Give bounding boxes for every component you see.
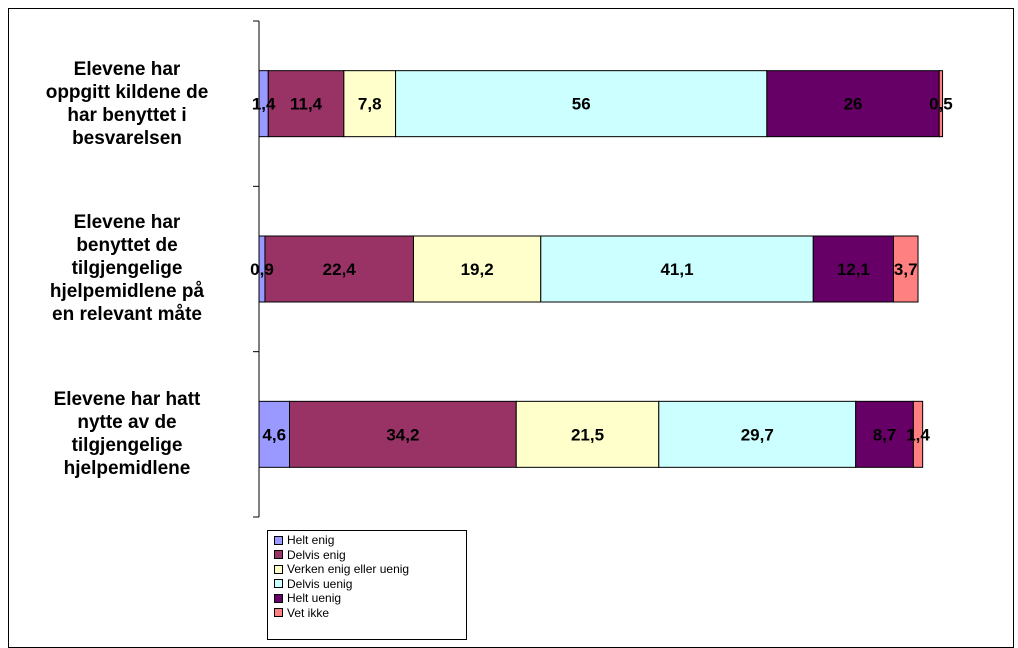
category-label: Elevene har oppgitt kildene de har benyt…	[12, 21, 242, 186]
data-label: 0,5	[929, 95, 953, 114]
legend-swatch	[274, 579, 283, 589]
legend-swatch	[274, 593, 283, 603]
legend-label: Helt enig	[287, 533, 335, 548]
category-label-text: Elevene har benyttet de tilgjengelige hj…	[49, 212, 205, 326]
legend-swatch	[274, 535, 283, 545]
legend-label: Verken enig eller uenig	[287, 562, 410, 577]
legend-swatch	[274, 608, 283, 618]
legend-item: Vet ikke	[274, 606, 466, 621]
bar-segment	[540, 235, 814, 303]
data-label: 4,6	[262, 425, 286, 444]
data-label: 12,1	[837, 260, 870, 279]
data-label: 29,7	[741, 425, 774, 444]
legend-swatch	[274, 564, 283, 574]
data-label: 41,1	[660, 260, 693, 279]
data-label: 8,7	[873, 425, 897, 444]
bar-segment	[343, 70, 397, 138]
category-label-text: Elevene har hatt nytte av de tilgjengeli…	[53, 389, 201, 480]
legend-item: Verken enig eller uenig	[274, 562, 466, 577]
data-label: 0,9	[250, 260, 274, 279]
data-label: 7,8	[358, 95, 382, 114]
data-label: 21,5	[571, 425, 604, 444]
bar-segment	[264, 235, 414, 303]
bar-segment	[395, 70, 768, 138]
category-label: Elevene har benyttet de tilgjengelige hj…	[12, 186, 242, 351]
bar-segment	[938, 70, 944, 138]
legend-item: Delvis uenig	[274, 577, 466, 592]
legend: Helt enig Delvis enig Verken enig eller ue…	[267, 530, 467, 640]
data-label: 3,7	[894, 260, 918, 279]
legend-label: Helt uenig	[287, 591, 342, 606]
legend-label: Vet ikke	[287, 605, 330, 620]
data-label: 26	[844, 95, 863, 114]
data-label: 19,2	[461, 260, 494, 279]
bar-segment	[812, 235, 894, 303]
data-label: 56	[572, 95, 591, 114]
data-label: 1,4	[252, 95, 276, 114]
legend-item: Delvis enig	[274, 548, 466, 563]
bar-segment	[855, 400, 914, 468]
legend-label: Delvis enig	[287, 547, 346, 562]
bar-segment	[515, 400, 660, 468]
legend-swatch	[274, 550, 283, 560]
bar-segment	[912, 400, 924, 468]
bar-segment	[267, 70, 345, 138]
data-label: 11,4	[290, 95, 323, 114]
bar-segment	[658, 400, 857, 468]
category-label-text: Elevene har oppgitt kildene de har benyt…	[45, 58, 209, 149]
data-label: 1,4	[906, 425, 930, 444]
legend-item: Helt enig	[274, 533, 466, 548]
data-label: 22,4	[323, 260, 357, 279]
legend-item: Helt uenig	[274, 591, 466, 606]
bar-segment	[258, 400, 290, 468]
data-label: 34,2	[386, 425, 419, 444]
legend-label: Delvis uenig	[287, 576, 353, 591]
bar-segment	[288, 400, 517, 468]
bar-segment	[412, 235, 542, 303]
category-label: Elevene har hatt nytte av de tilgjengeli…	[12, 352, 242, 517]
bar-segment	[892, 235, 919, 303]
